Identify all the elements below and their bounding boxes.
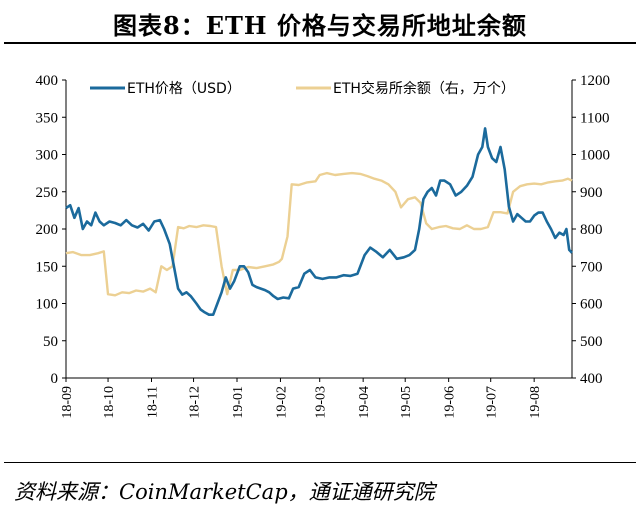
y-right-tick-label: 400 xyxy=(580,371,603,387)
y-right-tick-label: 600 xyxy=(580,297,603,313)
y-right-tick-label: 700 xyxy=(580,259,603,275)
series-layer xyxy=(65,127,573,317)
x-tick-label: 19-06 xyxy=(443,386,458,419)
source-note: 资料来源：CoinMarketCap，通证通研究院 xyxy=(14,480,435,504)
y-left-tick-label: 250 xyxy=(36,185,59,201)
x-tick-label: 18-09 xyxy=(60,386,75,419)
x-tick-label: 19-01 xyxy=(231,386,246,419)
y-right-tick-label: 1100 xyxy=(580,110,609,126)
x-tick-label: 19-05 xyxy=(399,386,414,419)
y-left-tick-label: 50 xyxy=(43,334,58,350)
legend: ETH价格（USD） ETH交易所余额（右，万个） xyxy=(90,80,515,97)
y-left-tick-label: 150 xyxy=(36,259,59,275)
axes: 0 50 100 150 200 250 300 350 400 400 500 600 700 800 9… xyxy=(36,73,611,419)
y-left-tick-label: 100 xyxy=(36,297,59,313)
x-tick-label: 18-11 xyxy=(146,386,161,418)
x-tick-label: 18-10 xyxy=(102,386,117,419)
series-line-exchange-balance xyxy=(65,171,573,297)
legend-item-eth-price-label: ETH价格（USD） xyxy=(127,81,241,97)
chart: 0 50 100 150 200 250 300 350 400 400 500 600 700 800 9… xyxy=(36,73,611,419)
y-left-tick-label: 350 xyxy=(36,110,59,126)
x-tick-label: 19-08 xyxy=(528,386,543,419)
y-right-tick-label: 800 xyxy=(580,222,603,238)
legend-item-exchange-balance-label: ETH交易所余额（右，万个） xyxy=(333,80,515,97)
y-left-tick-label: 400 xyxy=(36,73,59,89)
source-rule xyxy=(4,462,636,463)
y-right-tick-label: 900 xyxy=(580,185,603,201)
x-tick-label: 19-04 xyxy=(357,386,372,419)
y-right-tick-label: 1200 xyxy=(580,73,610,89)
x-tick-label: 19-02 xyxy=(274,386,289,419)
y-left-tick-label: 0 xyxy=(51,371,59,387)
y-left-tick-label: 300 xyxy=(36,148,59,164)
y-right-tick-label: 1000 xyxy=(580,148,610,164)
y-left-tick-label: 200 xyxy=(36,222,59,238)
y-right-tick-label: 500 xyxy=(580,334,603,350)
chart-title: 图表8：ETH 价格与交易所地址余额 xyxy=(113,11,527,40)
x-tick-label: 19-03 xyxy=(314,386,329,419)
x-tick-label: 19-07 xyxy=(485,386,500,419)
x-tick-label: 18-12 xyxy=(188,386,203,419)
title-rule xyxy=(4,42,636,44)
series-line-eth-price xyxy=(65,127,573,317)
